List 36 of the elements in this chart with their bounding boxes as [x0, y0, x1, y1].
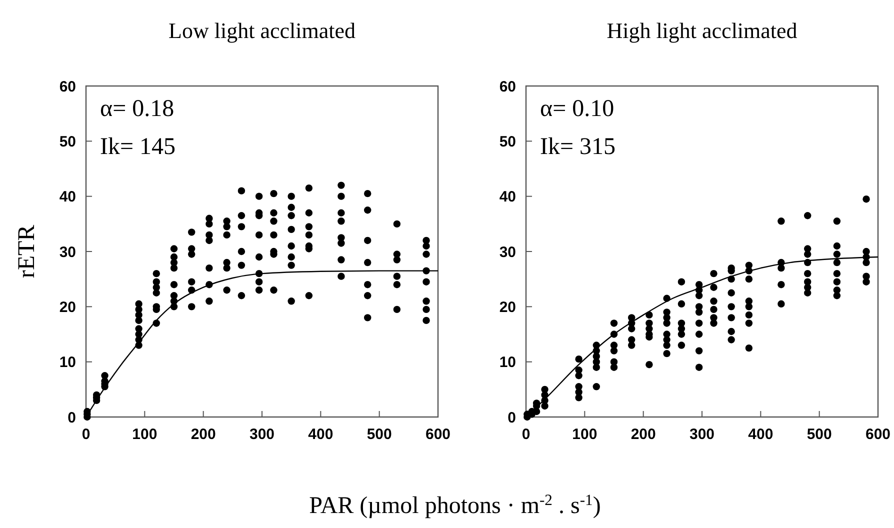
y-tick-label: 0: [508, 409, 516, 426]
y-tick-label: 20: [499, 298, 516, 316]
chart-title: High light acclimated: [606, 18, 798, 43]
x-tick-label: 100: [132, 426, 158, 443]
y-tick-label: 0: [68, 409, 76, 426]
y-tick-label: 40: [499, 188, 516, 206]
x-tick-label: 0: [522, 426, 530, 443]
x-tick-label: 500: [366, 426, 392, 443]
y-tick-label: 50: [499, 133, 516, 150]
y-tick-label: 30: [59, 244, 76, 261]
annotation: α= 0.10: [540, 96, 614, 122]
y-tick-label: 60: [499, 78, 516, 96]
y-tick-label: 30: [499, 244, 516, 261]
x-tick-label: 200: [190, 426, 216, 443]
x-tick-label: 600: [425, 426, 451, 443]
y-axis-title: rETR: [14, 224, 40, 278]
x-tick-label: 200: [630, 426, 656, 443]
y-tick-label: 60: [59, 78, 76, 96]
x-tick-label: 400: [748, 426, 774, 443]
x-axis-title: PAR (µmol photons · m$^{-2}$ . s$^{-1}$): [309, 492, 601, 519]
annotation: α= 0.18: [100, 96, 174, 122]
x-tick-label: 100: [572, 426, 598, 443]
x-tick-label: 0: [82, 426, 90, 443]
y-tick-label: 10: [499, 354, 516, 372]
chart-title: Low light acclimated: [168, 18, 356, 43]
x-tick-label: 500: [806, 426, 832, 443]
annotation: Ik= 315: [540, 134, 616, 160]
annotation: Ik= 145: [100, 134, 176, 160]
x-tick-label: 600: [865, 426, 891, 443]
x-tick-label: 300: [249, 426, 275, 443]
x-tick-label: 300: [689, 426, 715, 443]
y-tick-label: 10: [59, 354, 76, 372]
y-tick-label: 50: [59, 133, 76, 150]
x-tick-label: 400: [308, 426, 334, 443]
y-tick-label: 40: [59, 188, 76, 206]
y-tick-label: 20: [59, 298, 76, 316]
